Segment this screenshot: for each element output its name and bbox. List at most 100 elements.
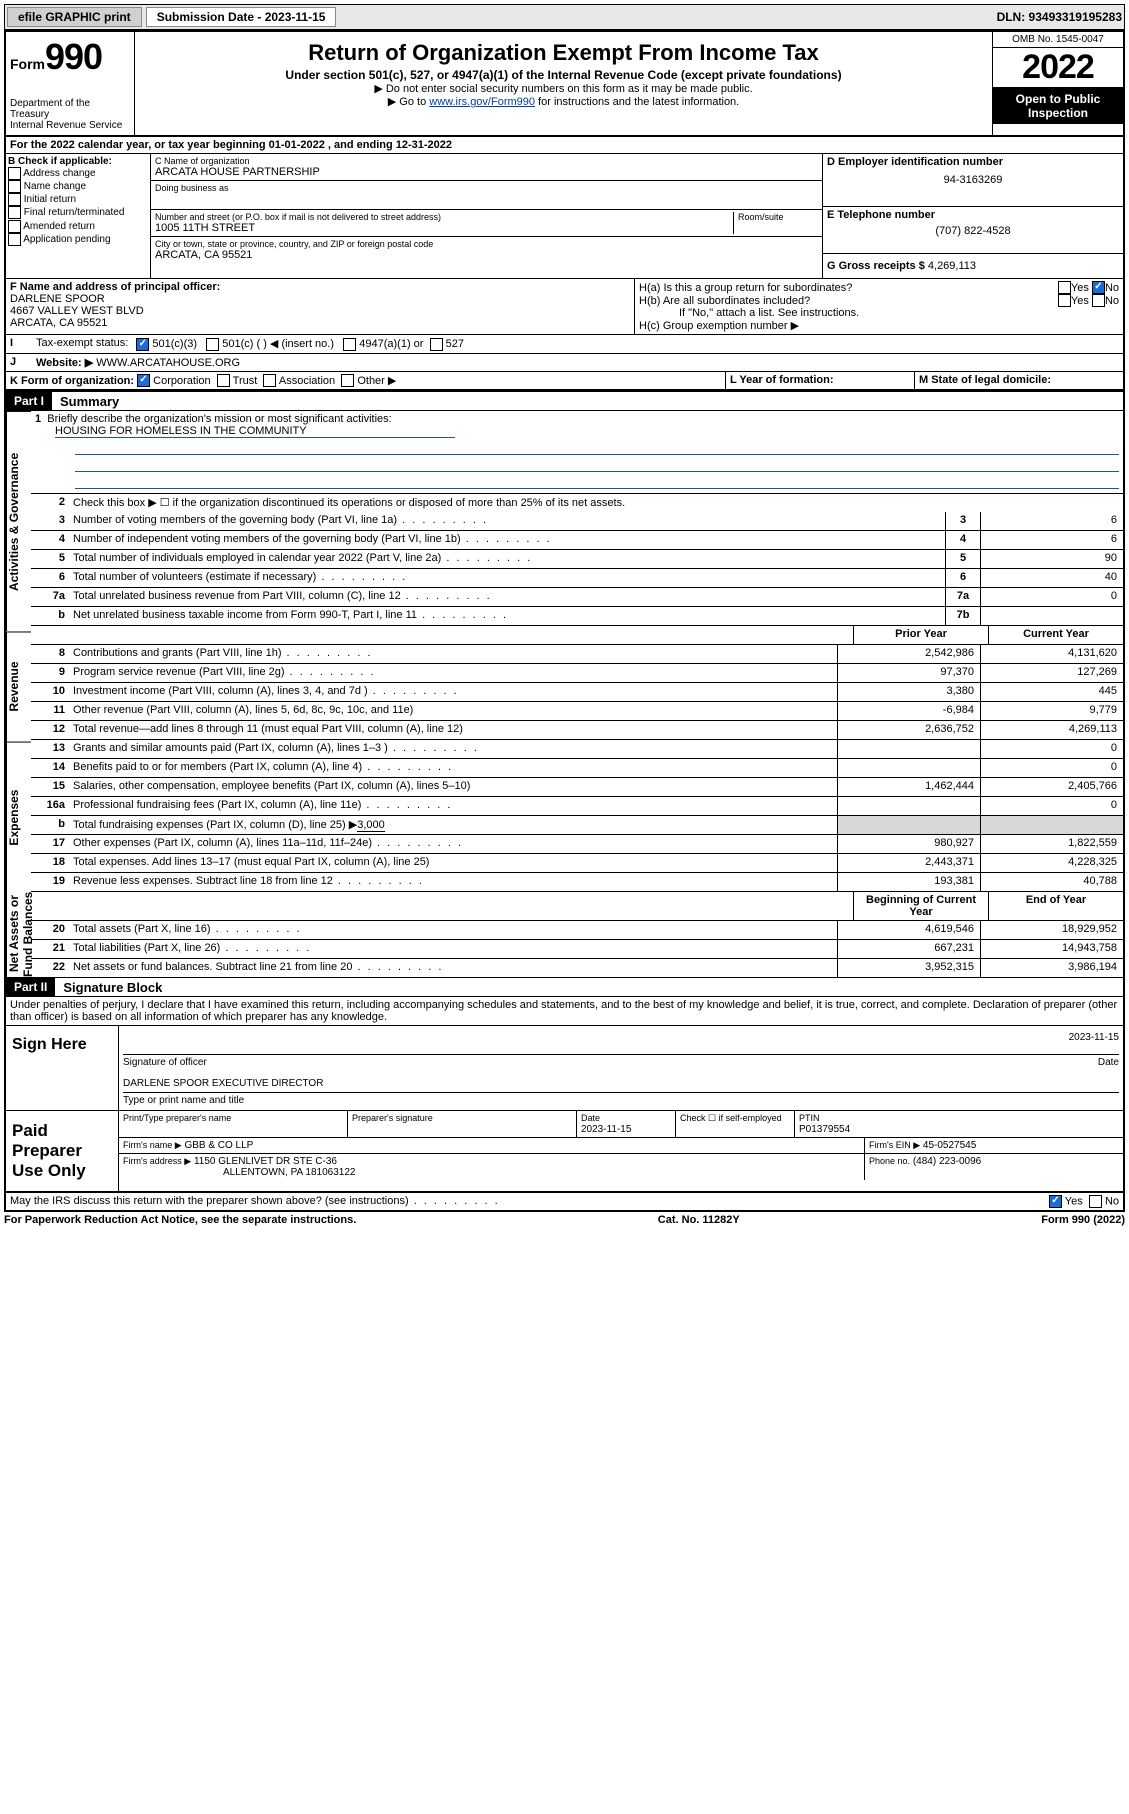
line-15-current: 2,405,766 xyxy=(980,778,1123,796)
ha-yes[interactable] xyxy=(1058,281,1071,294)
opt-501c3: 501(c)(3) xyxy=(152,338,197,350)
cb-corp[interactable] xyxy=(137,374,150,387)
line-3-val: 6 xyxy=(980,512,1123,530)
line-12-current: 4,269,113 xyxy=(980,721,1123,739)
hb-yes[interactable] xyxy=(1058,294,1071,307)
line-19-desc: Revenue less expenses. Subtract line 18 … xyxy=(69,873,837,891)
firm-addr1: 1150 GLENLIVET DR STE C-36 xyxy=(194,1156,337,1167)
cb-initial-return[interactable]: Initial return xyxy=(8,193,148,206)
cb-527[interactable] xyxy=(430,338,443,351)
line-2: 2Check this box ▶ ☐ if the organization … xyxy=(31,494,1123,512)
top-bar: efile GRAPHIC print Submission Date - 20… xyxy=(4,4,1125,30)
summary-section: Activities & Governance Revenue Expenses… xyxy=(6,411,1123,977)
vtab-governance: Activities & Governance xyxy=(6,411,31,631)
hb-no[interactable] xyxy=(1092,294,1105,307)
line-9-prior: 97,370 xyxy=(837,664,980,682)
line-10-desc: Investment income (Part VIII, column (A)… xyxy=(69,683,837,701)
line-13-prior xyxy=(837,740,980,758)
header-mid: Return of Organization Exempt From Incom… xyxy=(135,32,992,135)
irs-link[interactable]: www.irs.gov/Form990 xyxy=(429,96,535,108)
begin-year-header: Beginning of Current Year xyxy=(853,892,988,920)
line-6-desc: Total number of volunteers (estimate if … xyxy=(69,569,945,587)
line-16b-prior xyxy=(837,816,980,834)
line-17-desc: Other expenses (Part IX, column (A), lin… xyxy=(69,835,837,853)
cb-initial-return-label: Initial return xyxy=(24,194,76,205)
line-8-prior: 2,542,986 xyxy=(837,645,980,663)
line-10-current: 445 xyxy=(980,683,1123,701)
opt-assoc: Association xyxy=(279,375,335,387)
line-12: 12Total revenue—add lines 8 through 11 (… xyxy=(31,721,1123,740)
cb-amended-return[interactable]: Amended return xyxy=(8,220,148,233)
line-21-end: 14,943,758 xyxy=(980,940,1123,958)
line-i-label: Tax-exempt status: xyxy=(32,335,132,353)
cb-other[interactable] xyxy=(341,374,354,387)
line-16b-val: 3,000 xyxy=(357,819,385,832)
org-name: ARCATA HOUSE PARTNERSHIP xyxy=(155,166,818,178)
line-16a-current: 0 xyxy=(980,797,1123,815)
ha-no[interactable] xyxy=(1092,281,1105,294)
line-14: 14Benefits paid to or for members (Part … xyxy=(31,759,1123,778)
line-5: 5Total number of individuals employed in… xyxy=(31,550,1123,569)
preparer-date-label: Date xyxy=(581,1113,600,1123)
cb-501c[interactable] xyxy=(206,338,219,351)
firm-name: GBB & CO LLP xyxy=(184,1140,253,1151)
line-4-val: 6 xyxy=(980,531,1123,549)
box-b: B Check if applicable: Address change Na… xyxy=(6,154,151,278)
opt-501c: 501(c) ( ) ◀ (insert no.) xyxy=(222,338,334,350)
line-18: 18Total expenses. Add lines 13–17 (must … xyxy=(31,854,1123,873)
line-19: 19Revenue less expenses. Subtract line 1… xyxy=(31,873,1123,892)
hb-text: H(b) Are all subordinates included? xyxy=(639,295,1058,307)
irs: Internal Revenue Service xyxy=(10,120,130,131)
line-5-val: 90 xyxy=(980,550,1123,568)
cb-501c3[interactable] xyxy=(136,338,149,351)
ein-label: D Employer identification number xyxy=(827,156,1119,168)
line-21-begin: 667,231 xyxy=(837,940,980,958)
line-6-val: 40 xyxy=(980,569,1123,587)
cb-name-change[interactable]: Name change xyxy=(8,180,148,193)
line-17-prior: 980,927 xyxy=(837,835,980,853)
submission-date: Submission Date - 2023-11-15 xyxy=(146,7,337,27)
cb-trust[interactable] xyxy=(217,374,230,387)
paid-preparer-label: Paid Preparer Use Only xyxy=(6,1111,119,1191)
sign-here-label: Sign Here xyxy=(6,1026,119,1110)
cb-app-pending[interactable]: Application pending xyxy=(8,233,148,246)
mission-blank-1 xyxy=(75,440,1119,455)
part2-header: Part II Signature Block xyxy=(6,977,1123,997)
omb-number: OMB No. 1545-0047 xyxy=(993,32,1123,48)
box-d-e-g: D Employer identification number 94-3163… xyxy=(823,154,1123,278)
firm-phone: (484) 223-0096 xyxy=(913,1156,981,1167)
vtab-net-assets: Net Assets or Fund Balances xyxy=(6,891,31,977)
line-a-text: For the 2022 calendar year, or tax year … xyxy=(6,137,456,153)
cb-amended-return-label: Amended return xyxy=(23,221,95,232)
line-l: L Year of formation: xyxy=(726,372,915,390)
firm-addr-label: Firm's address ▶ xyxy=(123,1156,191,1166)
ha-yes-label: Yes xyxy=(1071,282,1089,294)
box-f: F Name and address of principal officer:… xyxy=(6,279,635,334)
officer-addr1: 4667 VALLEY WEST BLVD xyxy=(10,305,144,317)
discuss-yes-label: Yes xyxy=(1065,1196,1083,1208)
mission-blank-2 xyxy=(75,457,1119,472)
cb-4947[interactable] xyxy=(343,338,356,351)
line-21-desc: Total liabilities (Part X, line 26) xyxy=(69,940,837,958)
line-18-current: 4,228,325 xyxy=(980,854,1123,872)
line-14-desc: Benefits paid to or for members (Part IX… xyxy=(69,759,837,777)
end-year-header: End of Year xyxy=(988,892,1123,920)
discuss-yes[interactable] xyxy=(1049,1195,1062,1208)
website-label: Website: ▶ xyxy=(36,357,93,369)
discuss-no[interactable] xyxy=(1089,1195,1102,1208)
preparer-date: 2023-11-15 xyxy=(581,1124,631,1135)
gross-receipts-label: G Gross receipts $ xyxy=(827,260,925,272)
cb-assoc[interactable] xyxy=(263,374,276,387)
line-16a-desc: Professional fundraising fees (Part IX, … xyxy=(69,797,837,815)
cb-final-return[interactable]: Final return/terminated xyxy=(8,206,148,219)
line-17: 17Other expenses (Part IX, column (A), l… xyxy=(31,835,1123,854)
cb-address-change[interactable]: Address change xyxy=(8,167,148,180)
prior-year-header: Prior Year xyxy=(853,626,988,644)
form-ref: Form 990 (2022) xyxy=(1041,1214,1125,1226)
line-11-desc: Other revenue (Part VIII, column (A), li… xyxy=(69,702,837,720)
efile-print-button[interactable]: efile GRAPHIC print xyxy=(7,7,142,27)
line-19-current: 40,788 xyxy=(980,873,1123,891)
line-18-prior: 2,443,371 xyxy=(837,854,980,872)
hc-text: H(c) Group exemption number ▶ xyxy=(639,319,1119,332)
ptin-value: P01379554 xyxy=(799,1124,850,1135)
